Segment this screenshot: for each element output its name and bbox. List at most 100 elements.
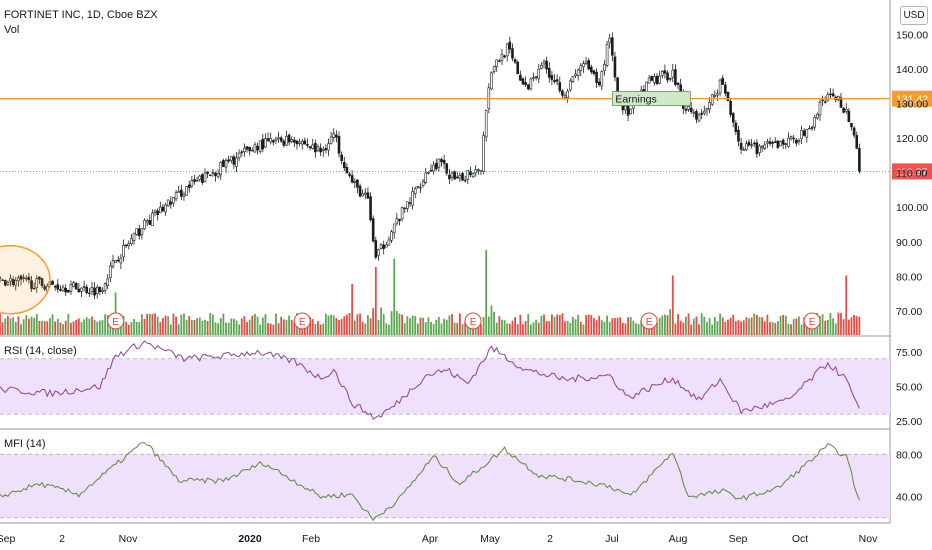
candle-body <box>116 259 120 262</box>
volume-bar <box>162 318 164 335</box>
candle-body <box>166 199 170 207</box>
volume-bar <box>572 316 574 335</box>
candle-body <box>17 277 20 282</box>
volume-bar <box>335 317 338 335</box>
candle-body <box>721 77 725 85</box>
volume-bar <box>685 316 687 335</box>
volume-bar <box>243 316 246 335</box>
volume-bar <box>624 323 627 335</box>
candle-body <box>726 91 730 101</box>
candle-body <box>400 207 404 220</box>
candle-body <box>293 139 296 143</box>
candle-body <box>432 164 435 172</box>
candle-body <box>747 141 751 146</box>
volume-bar <box>20 324 22 335</box>
candle-body <box>69 284 73 292</box>
candle-body <box>98 286 102 292</box>
candle-body <box>542 60 546 65</box>
volume-bar <box>587 314 590 335</box>
candle-body <box>64 287 68 293</box>
volume-bar <box>766 314 769 335</box>
volume-bar <box>432 324 435 335</box>
volume-bar <box>51 314 54 335</box>
volume-bar <box>235 320 238 335</box>
candle-body <box>724 84 727 94</box>
volume-bar <box>414 316 417 335</box>
candle-body <box>784 143 788 145</box>
candle-body <box>321 149 325 152</box>
price-tick-label: 140.00 <box>896 64 928 76</box>
volume-bar <box>800 324 803 335</box>
candle-body <box>734 122 738 132</box>
time-tick-label: Sep <box>0 533 15 545</box>
candle-body <box>555 79 559 82</box>
volume-bar <box>480 324 482 335</box>
volume-bar <box>311 319 314 335</box>
candle-body <box>103 283 107 291</box>
volume-bar <box>821 314 824 335</box>
volume-bar <box>264 314 267 335</box>
volume-bar <box>721 317 724 335</box>
candle-body <box>626 104 630 116</box>
candle-body <box>550 75 554 80</box>
volume-bar <box>719 313 721 335</box>
candle-body <box>842 107 845 113</box>
candle-body <box>455 176 459 179</box>
volume-bar <box>666 315 669 335</box>
oscillator-bands <box>0 358 890 519</box>
candle-body <box>808 127 811 130</box>
volume-bar <box>598 315 601 335</box>
candle-body <box>145 220 149 223</box>
candle-body <box>27 276 31 281</box>
candle-body <box>408 202 412 204</box>
volume-bar <box>653 322 656 335</box>
volume-bar <box>209 312 212 335</box>
candle-body <box>471 173 475 177</box>
time-tick-label: 2020 <box>238 533 262 545</box>
candle-body <box>295 140 299 145</box>
currency-button[interactable]: USD <box>900 6 928 25</box>
volume-bar <box>708 318 711 335</box>
volume-bar <box>14 321 17 335</box>
candle-body <box>521 78 525 85</box>
candle-body <box>363 192 367 195</box>
volume-bar <box>388 324 390 335</box>
price-tick-label: 130.00 <box>896 99 928 111</box>
candle-body <box>19 275 23 280</box>
candle-body <box>797 140 801 142</box>
volume-bar <box>627 317 630 335</box>
volume-bar <box>122 315 125 335</box>
volume-bar <box>390 311 393 335</box>
volume-bar <box>805 323 808 335</box>
volume-bar <box>453 322 456 335</box>
candle-body <box>153 210 157 213</box>
candle-body <box>14 280 18 286</box>
candle-body <box>611 37 614 56</box>
price-tick-label: 90.00 <box>896 237 922 249</box>
volume-bar <box>529 324 532 335</box>
candle-body <box>159 206 162 214</box>
volume-bar <box>28 318 30 335</box>
candle-body <box>697 114 701 122</box>
candle-body <box>356 179 359 188</box>
candle-body <box>303 140 307 145</box>
candle-body <box>566 90 569 98</box>
volume-bar <box>403 323 406 335</box>
candle-body <box>277 137 280 140</box>
candle-body <box>90 287 94 292</box>
time-tick-label: May <box>480 533 501 545</box>
volume-bar <box>1 322 4 335</box>
grid <box>0 0 891 524</box>
volume-bar <box>561 313 564 335</box>
volume-bar <box>62 324 64 335</box>
volume-bar <box>690 324 693 335</box>
volume-bar <box>464 321 467 335</box>
volume-bar <box>629 317 632 335</box>
candle-body <box>703 110 706 114</box>
volume-bar <box>164 315 167 335</box>
time-tick-label: Sep <box>729 533 748 545</box>
candle-body <box>172 197 175 204</box>
candle-body <box>35 278 39 289</box>
candle-body <box>403 207 407 210</box>
